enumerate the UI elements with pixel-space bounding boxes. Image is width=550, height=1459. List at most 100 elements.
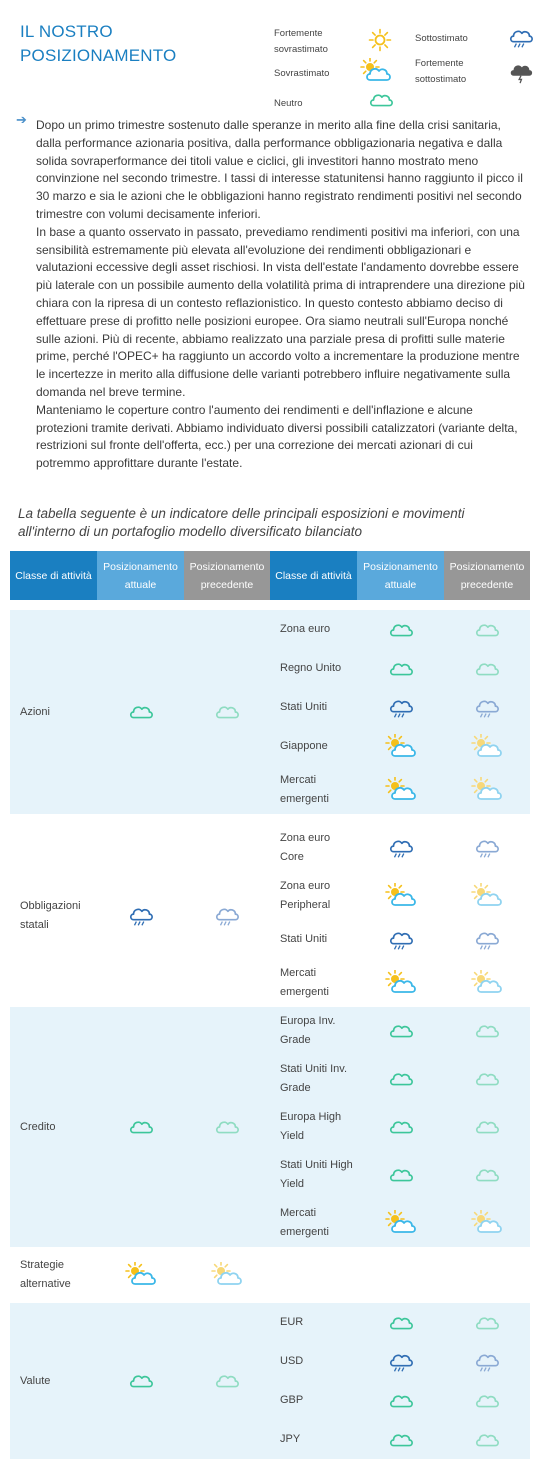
positioning-table: Classe di attività Posizionamento attual… [10, 551, 530, 1459]
legend-overvalued-label: Sovrastimato [274, 68, 330, 79]
rain-cloud-icon [388, 700, 414, 718]
header-current-position: Posizionamento attuale [97, 551, 184, 600]
sub-current-icon [357, 688, 444, 727]
header-sub-previous-position: Posizionamento precedente [444, 551, 530, 600]
table-row: Mercati emergenti [10, 766, 530, 814]
table-row: Strategie alternative [10, 1252, 530, 1298]
cloud-icon [474, 1316, 500, 1329]
sub-current-icon [357, 1303, 444, 1342]
sub-label: GBP [270, 1381, 357, 1420]
group-label: Strategie alternative [10, 1252, 97, 1298]
header-sub-current-position: Posizionamento attuale [357, 551, 444, 600]
cloud-icon [214, 706, 240, 719]
table-row: Regno Unito [10, 649, 530, 688]
sun-cloud-icon [471, 777, 503, 800]
rain-cloud-icon [128, 908, 154, 926]
group-label: Azioni [10, 610, 97, 814]
sub-previous-icon [444, 1381, 530, 1420]
table-row: Giappone [10, 727, 530, 766]
sun-cloud-icon [471, 733, 503, 757]
table-row: Credito Europa Inv. Grade [10, 1007, 530, 1247]
rain-cloud-icon [388, 1354, 414, 1372]
legend-strongly-undervalued-label: Fortemente sottostimato [415, 58, 467, 85]
header-sub-asset-class: Classe di attività [270, 551, 357, 600]
rain-cloud-icon [474, 1354, 500, 1372]
cloud-icon [474, 1433, 500, 1446]
cloud-icon [388, 1169, 414, 1182]
table-row: Azioni Zona euro [10, 610, 530, 814]
table-row: Stati Uniti High Yield [10, 1151, 530, 1199]
table-intro-note: La tabella seguente è un indicatore dell… [18, 506, 465, 539]
table-row: GBP [10, 1381, 530, 1420]
cloud-icon [474, 1394, 500, 1407]
sub-label: Regno Unito [270, 649, 357, 688]
cloud-icon [474, 1169, 500, 1182]
cloud-icon [388, 623, 414, 636]
sub-previous-icon [444, 920, 530, 959]
sub-current-icon [357, 1103, 444, 1151]
sub-current-icon [357, 920, 444, 959]
legend-neutral-label: Neutro [274, 98, 303, 109]
group-label: Obbligazioni statali [10, 824, 97, 1007]
table-row: Zona euro Peripheral [10, 872, 530, 920]
sub-previous-icon [444, 1420, 530, 1459]
cloud-icon [128, 706, 154, 719]
title-line-1: IL NOSTRO [20, 22, 113, 41]
legend-strongly-overvalued-label: Fortemente sovrastimato [274, 28, 328, 55]
sub-current-icon [357, 872, 444, 920]
sub-current-icon [357, 766, 444, 814]
cloud-icon [474, 1025, 500, 1038]
sub-previous-icon [444, 872, 530, 920]
sun-cloud-icon [471, 970, 503, 993]
table-row: Stati Uniti Inv. Grade [10, 1055, 530, 1103]
sub-previous-icon [444, 1055, 530, 1103]
sub-label: Zona euro [270, 610, 357, 649]
sun-icon [368, 28, 392, 52]
sun-cloud-icon [124, 1262, 157, 1285]
sub-previous-icon [444, 688, 530, 727]
sub-label: Europa Inv. Grade [270, 1007, 357, 1055]
cloud-icon [214, 1121, 240, 1134]
sub-current-icon [357, 1199, 444, 1247]
rain-cloud-icon [214, 908, 240, 926]
group-current-icon [97, 1007, 184, 1247]
table-row: Valute EUR [10, 1303, 530, 1459]
group-current-icon [97, 610, 184, 814]
sub-label: Europa High Yield [270, 1103, 357, 1151]
sun-cloud-icon [211, 1262, 243, 1285]
cloud-icon [388, 1121, 414, 1134]
cloud-icon [388, 1316, 414, 1329]
sub-previous-icon [444, 1303, 530, 1342]
arrow-right-icon: ➔ [16, 112, 27, 127]
sub-label: Zona euro Core [270, 824, 357, 872]
cloud-icon [388, 1025, 414, 1038]
sub-label: USD [270, 1342, 357, 1381]
legend-undervalued-label: Sottostimato [415, 33, 468, 44]
sub-previous-icon [444, 649, 530, 688]
title-line-2: POSIZIONAMENTO [20, 46, 177, 65]
sub-previous-icon [444, 1007, 530, 1055]
sun-cloud-icon [384, 733, 417, 757]
sun-cloud-icon [471, 1210, 503, 1233]
sub-current-icon [357, 824, 444, 872]
cloud-icon [128, 1121, 154, 1134]
sub-label: Stati Uniti [270, 688, 357, 727]
cloud-icon [388, 1433, 414, 1446]
page-title: IL NOSTRO POSIZIONAMENTO [20, 20, 176, 68]
table-row: Stati Uniti [10, 920, 530, 959]
sub-label: Stati Uniti High Yield [270, 1151, 357, 1199]
cloud-icon [474, 623, 500, 636]
sun-cloud-icon [384, 883, 417, 906]
sub-label: Zona euro Peripheral [270, 872, 357, 920]
sub-current-icon [357, 1007, 444, 1055]
cloud-icon [474, 1121, 500, 1134]
table-row: USD [10, 1342, 530, 1381]
table-row: Mercati emergenti [10, 1199, 530, 1247]
table-body: Azioni Zona euro Regno Unito Stati Uniti… [10, 600, 530, 1459]
sub-current-icon [357, 727, 444, 766]
table-row: Europa High Yield [10, 1103, 530, 1151]
cloud-icon [368, 90, 394, 110]
sub-label: Mercati emergenti [270, 959, 357, 1007]
header-asset-class: Classe di attività [10, 551, 97, 600]
sun-cloud-icon [384, 1210, 417, 1233]
